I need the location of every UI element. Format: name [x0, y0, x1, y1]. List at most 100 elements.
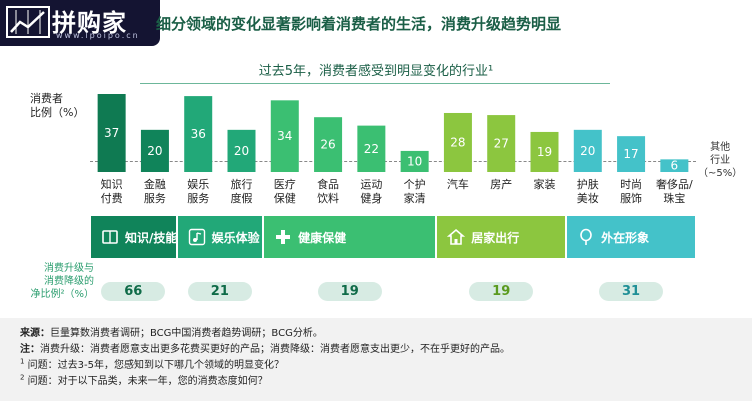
- bar-value-label: 34: [277, 129, 292, 143]
- category-label-line: 家清: [403, 192, 426, 205]
- bar-value-label: 20: [234, 144, 249, 158]
- category-label-line: 运动: [360, 178, 383, 191]
- category-label-line: 知识: [100, 178, 123, 191]
- net-label-line-3: 净比例²（%）: [30, 289, 94, 300]
- category-label: 运动 健身: [349, 178, 393, 206]
- category-label-line: 家装: [533, 178, 556, 191]
- other-industries-label: 其他 行业 （~5%）: [698, 141, 742, 180]
- other-label-line-2: 行业: [710, 155, 731, 166]
- group-title: 居家出行: [471, 230, 520, 245]
- other-label-line-1: 其他: [710, 142, 731, 153]
- category-label-line: 旅行: [230, 178, 253, 191]
- bar-value-label: 28: [450, 135, 465, 149]
- logo-text: 拼购家: [52, 9, 127, 37]
- music-note-icon: [188, 228, 205, 246]
- category-label-line: 个护: [403, 178, 426, 191]
- bar-value-label: 10: [407, 154, 422, 168]
- bar-0: [97, 94, 126, 172]
- bar-10: [530, 131, 559, 172]
- category-label: 金融 服务: [133, 178, 177, 206]
- bar-value-label: 26: [320, 138, 335, 152]
- net-ratio-pill: 19: [317, 282, 382, 301]
- source-note: 来源：巨量算数消费者调研；BCG中国消费者趋势调研；BCG分析。: [20, 324, 323, 339]
- net-ratio-pill: 66: [101, 282, 166, 301]
- category-label-line: 奢侈品/: [655, 178, 693, 191]
- question-1-mark: 1: [20, 357, 25, 366]
- group-title: 健康保健: [298, 230, 347, 245]
- bar-value-label: 20: [147, 144, 162, 158]
- category-label: 护肤 美妆: [566, 178, 610, 206]
- category-label-line: 护肤: [576, 178, 599, 191]
- note-label: 注：: [20, 344, 40, 355]
- bar-3: [227, 129, 256, 172]
- bar-11: [573, 129, 602, 172]
- category-label: 旅行 度假: [220, 178, 264, 206]
- footnotes: 来源：巨量算数消费者调研；BCG中国消费者趋势调研；BCG分析。 注：消费升级：…: [0, 318, 752, 401]
- group-box: 知识/技能: [91, 216, 178, 258]
- y-axis-label-line-2: 比例（%）: [30, 106, 85, 119]
- bar-4: [270, 100, 299, 172]
- y-axis-label: 消费者 比例（%）: [30, 92, 84, 120]
- category-label-line: 房产: [490, 178, 513, 191]
- bar-value-label: 22: [364, 142, 379, 156]
- medical-cross-icon: [276, 230, 291, 244]
- category-label-line: 服饰: [620, 192, 643, 205]
- note-text: 消费升级：消费者愿意支出更多花费买更好的产品；消费降级：消费者愿意支出更少，不在…: [40, 344, 510, 355]
- bar-8: [443, 112, 472, 172]
- definition-note: 注：消费升级：消费者愿意支出更多花费买更好的产品；消费降级：消费者愿意支出更少，…: [20, 340, 510, 355]
- bar-value-label: 37: [104, 126, 119, 140]
- logo-url: www.ipoipo.cn: [56, 31, 140, 40]
- chart-subtitle: 过去5年，消费者感受到明显变化的行业¹: [258, 64, 494, 79]
- question-2-mark: 2: [20, 373, 25, 382]
- category-label: 医疗 保健: [263, 178, 307, 206]
- question-1-text: 问题：过去3-5年，您感知到以下哪几个领域的明显变化？: [27, 360, 284, 371]
- bar-1: [140, 129, 169, 172]
- book-icon: [102, 230, 118, 244]
- category-label: 房产: [479, 178, 523, 192]
- group-box: 居家出行: [437, 216, 566, 258]
- group-title: 外在形象: [601, 230, 650, 245]
- source-text: 巨量算数消费者调研；BCG中国消费者趋势调研；BCG分析。: [50, 328, 323, 339]
- bar-7: [400, 150, 429, 172]
- category-label-line: 服务: [143, 192, 166, 205]
- category-label-line: 医疗: [273, 178, 296, 191]
- bar-5: [314, 117, 343, 172]
- mirror-icon: [580, 228, 592, 245]
- category-label-line: 保健: [273, 192, 296, 205]
- category-label-line: 饮料: [317, 192, 340, 205]
- bar-value-label: 20: [580, 144, 595, 158]
- net-ratio-label: 消费升级与 消费降级的 净比例²（%）: [8, 262, 94, 301]
- category-label: 知识 付费: [90, 178, 134, 206]
- reference-line: [90, 161, 696, 163]
- category-label-line: 食品: [317, 178, 340, 191]
- bar-value-label: 6: [671, 159, 679, 173]
- category-label-line: 美妆: [576, 192, 599, 205]
- group-title: 知识/技能: [125, 230, 178, 245]
- bar-13: [660, 159, 689, 172]
- category-label: 个护 家清: [393, 178, 437, 206]
- subtitle-divider: [140, 83, 610, 84]
- category-label-line: 时尚: [620, 178, 643, 191]
- category-label-line: 娱乐: [187, 178, 210, 191]
- bar-value-label: 17: [623, 147, 638, 161]
- headline: 细分领域的变化显著影响着消费者的生活，消费升级趋势明显: [156, 15, 562, 33]
- net-label-line-1: 消费升级与: [44, 263, 94, 274]
- bar-value-label: 27: [494, 137, 509, 151]
- house-icon: [447, 228, 466, 245]
- category-label-line: 服务: [187, 192, 210, 205]
- bar-12: [617, 136, 646, 172]
- bar-2: [184, 96, 213, 172]
- group-title: 娱乐体验: [211, 230, 260, 245]
- net-label-line-2: 消费降级的: [44, 276, 94, 287]
- group-box: 外在形象: [567, 216, 695, 258]
- category-label-line: 度假: [230, 192, 253, 205]
- net-ratio-pill: 21: [187, 282, 252, 301]
- logo: 拼购家 www.ipoipo.cn: [0, 0, 160, 46]
- bar-value-label: 19: [537, 145, 552, 159]
- source-label: 来源：: [20, 328, 50, 339]
- question-2-text: 问题：对于以下品类，未来一年，您的消费态度如何？: [27, 376, 268, 387]
- category-label-line: 金融: [143, 178, 166, 191]
- bar-6: [357, 125, 386, 172]
- question-2-note: 2 问题：对于以下品类，未来一年，您的消费态度如何？: [20, 372, 268, 387]
- bar-chart-logo-icon: [6, 6, 50, 38]
